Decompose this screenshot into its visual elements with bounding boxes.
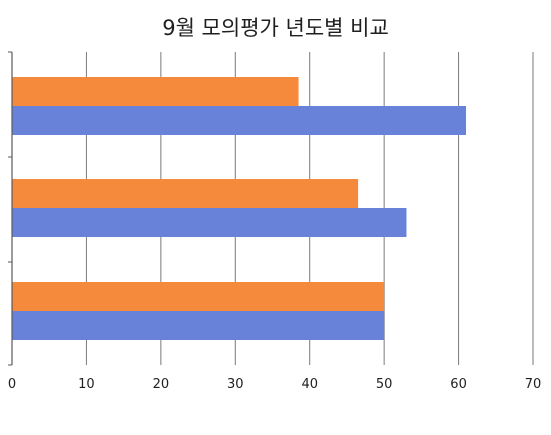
bar-series-1-group-2 bbox=[12, 179, 359, 208]
x-tick-label-0: 0 bbox=[8, 377, 16, 392]
x-tick-label-70: 70 bbox=[525, 377, 542, 392]
x-tick-label-20: 20 bbox=[153, 377, 170, 392]
bar-series-1-group-1 bbox=[12, 77, 299, 106]
axes bbox=[8, 51, 13, 366]
chart-title: 9월 모의평가 년도별 비교 bbox=[162, 16, 389, 40]
x-tick-label-50: 50 bbox=[376, 377, 393, 392]
x-tick-label-30: 30 bbox=[227, 377, 244, 392]
x-tick-label-60: 60 bbox=[450, 377, 467, 392]
bar-series-2-group-2 bbox=[12, 208, 407, 237]
tick-labels: 0 10 20 30 40 50 60 70 bbox=[8, 377, 541, 392]
bar-series-2-group-1 bbox=[12, 106, 467, 135]
bar-series-1-group-3 bbox=[12, 282, 385, 311]
bar-series-2-group-3 bbox=[12, 311, 385, 340]
bars bbox=[12, 77, 467, 340]
x-tick-label-10: 10 bbox=[78, 377, 95, 392]
x-tick-label-40: 40 bbox=[301, 377, 318, 392]
